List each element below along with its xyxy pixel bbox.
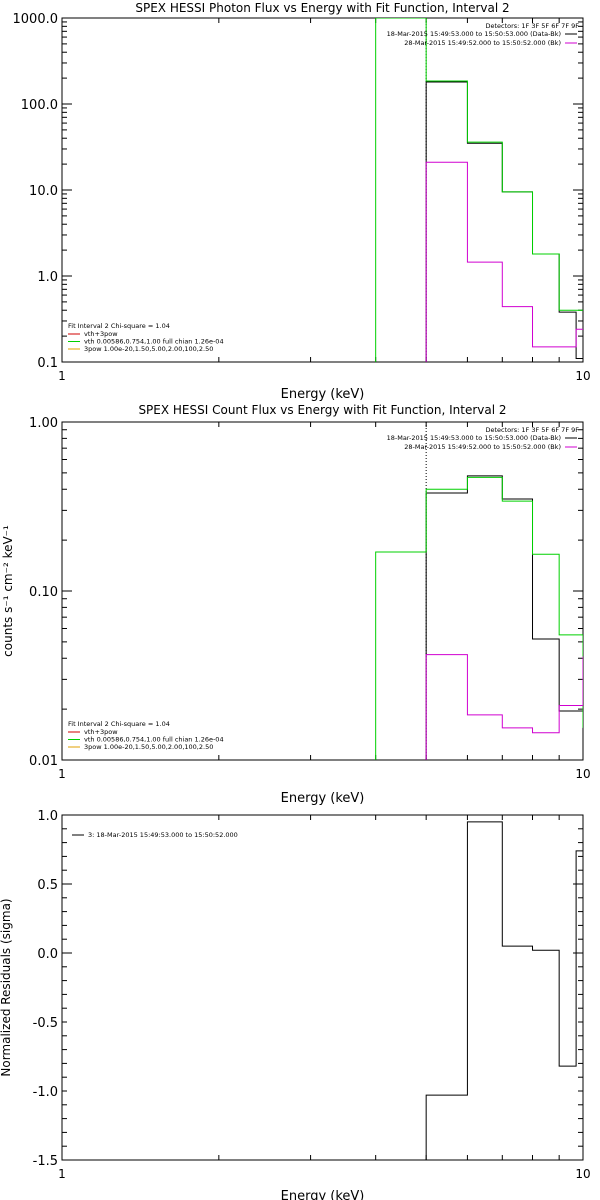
legend-title: Fit Interval 2 Chi-square = 1.04 [68,322,170,330]
x-tick-label: 1 [58,1167,66,1181]
y-tick-label: 1.0 [37,270,58,285]
series-1-step-line [425,821,583,1160]
chart-panel-1: SPEX HESSI Photon Flux vs Energy with Fi… [13,1,591,402]
legend-entry-label: vth 0.00586,0.754,1.00 full chian 1.26e-… [84,736,224,744]
chart-title: SPEX HESSI Photon Flux vs Energy with Fi… [135,1,509,15]
series-1-step-line [425,81,583,362]
series-group [425,821,583,1160]
time-range-label: 28-Mar-2015 15:49:52.000 to 15:50:52.000… [404,443,561,451]
y-tick-label: 10.0 [29,184,58,199]
series-2-step-line [375,476,583,760]
chart-panel-3: 1 10 -1.5 -1.0 -0.5 0.0 0.5 1.0 Energy (keV) Norm… [0,809,591,1200]
y-tick-label: 1.00 [29,416,58,431]
time-range-label: 18-Mar-2015 15:49:53.000 to 15:50:53.000… [387,434,561,442]
chart-title: SPEX HESSI Count Flux vs Energy with Fit… [138,403,506,417]
series-group [375,475,583,760]
legend-entry-label: 3: 18-Mar-2015 15:49:53.000 to 15:50:52.… [88,831,238,839]
x-tick-label: 10 [575,1167,590,1181]
y-tick-label: 1000.0 [13,12,59,27]
plot-frame [61,421,584,761]
y-tick-label: 0.10 [29,585,58,600]
x-axis-label: Energy (keV) [281,387,365,402]
legend-entry-label: 3pow 1.00e-20,1.50,5.00,2.00,100,2.50 [84,345,213,353]
legend-entry-label: 3pow 1.00e-20,1.50,5.00,2.00,100,2.50 [84,743,213,751]
y-tick-label: 0.01 [29,754,58,769]
time-range-label: 28-Mar-2015 15:49:52.000 to 15:50:52.000… [404,39,561,47]
series-group [375,18,583,362]
y-tick-label: -1.5 [33,1154,58,1169]
x-axis-label: Energy (keV) [281,1189,365,1200]
x-tick-label: 10 [575,767,590,781]
y-tick-label: 1.0 [37,809,58,824]
detectors-label: Detectors: 1F 3F 5F 6F 7F 9F [485,426,579,434]
y-axis-label: counts s⁻¹ cm⁻² keV⁻¹ [1,525,15,657]
legend-entry-label: vth+3pow [84,330,118,338]
series-3-step-line [425,654,583,760]
y-tick-label: -0.5 [33,1016,58,1031]
x-tick-label: 10 [575,369,590,383]
y-axis-label: Normalized Residuals (sigma) [0,898,13,1076]
chart-panel-2: SPEX HESSI Count Flux vs Energy with Fit… [1,403,591,806]
legend-title: Fit Interval 2 Chi-square = 1.04 [68,720,170,728]
y-tick-label: -1.0 [33,1085,58,1100]
x-axis-label: Energy (keV) [281,791,365,806]
y-tick-label: 0.0 [37,947,58,962]
plot-frame [61,17,584,363]
x-tick-label: 1 [58,369,66,383]
y-tick-label: 0.1 [37,356,58,371]
plot-frame [61,814,584,1161]
time-range-label: 18-Mar-2015 15:49:53.000 to 15:50:53.000… [387,30,561,38]
series-2-step-line [375,18,583,362]
series-3-step-line [425,161,583,362]
y-tick-label: 100.0 [21,98,58,113]
y-tick-label: 0.5 [37,878,58,893]
series-1-step-line [425,475,583,760]
x-tick-label: 1 [58,767,66,781]
legend-entry-label: vth+3pow [84,728,118,736]
legend-entry-label: vth 0.00586,0.754,1.00 full chian 1.26e-… [84,338,224,346]
detectors-label: Detectors: 1F 3F 5F 6F 7F 9F [485,22,579,30]
